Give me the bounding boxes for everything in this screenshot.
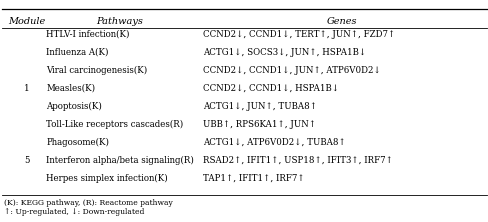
Text: ACTG1↓, JUN↑, TUBA8↑: ACTG1↓, JUN↑, TUBA8↑: [203, 102, 316, 111]
Text: Phagosome(K): Phagosome(K): [46, 138, 109, 147]
Text: ACTG1↓, ATP6V0D2↓, TUBA8↑: ACTG1↓, ATP6V0D2↓, TUBA8↑: [203, 138, 345, 147]
Text: 1: 1: [24, 84, 30, 93]
Text: CCND2↓, CCND1↓, JUN↑, ATP6V0D2↓: CCND2↓, CCND1↓, JUN↑, ATP6V0D2↓: [203, 66, 380, 75]
Text: Pathways: Pathways: [96, 17, 143, 26]
Text: Module: Module: [8, 17, 45, 26]
Text: UBB↑, RPS6KA1↑, JUN↑: UBB↑, RPS6KA1↑, JUN↑: [203, 120, 315, 129]
Text: ACTG1↓, SOCS3↓, JUN↑, HSPA1B↓: ACTG1↓, SOCS3↓, JUN↑, HSPA1B↓: [203, 48, 366, 57]
Text: Influenza A(K): Influenza A(K): [46, 48, 109, 57]
Text: CCND2↓, CCND1↓, TERT↑, JUN↑, FZD7↑: CCND2↓, CCND1↓, TERT↑, JUN↑, FZD7↑: [203, 30, 394, 39]
Text: Measles(K): Measles(K): [46, 84, 95, 93]
Text: TAP1↑, IFIT1↑, IRF7↑: TAP1↑, IFIT1↑, IRF7↑: [203, 174, 304, 183]
Text: Herpes simplex infection(K): Herpes simplex infection(K): [46, 174, 168, 183]
Text: (K): KEGG pathway, (R): Reactome pathway: (K): KEGG pathway, (R): Reactome pathway: [4, 199, 172, 207]
Text: Interferon alpha/beta signaling(R): Interferon alpha/beta signaling(R): [46, 156, 194, 165]
Text: RSAD2↑, IFIT1↑, USP18↑, IFIT3↑, IRF7↑: RSAD2↑, IFIT1↑, USP18↑, IFIT3↑, IRF7↑: [203, 156, 392, 165]
Text: CCND2↓, CCND1↓, HSPA1B↓: CCND2↓, CCND1↓, HSPA1B↓: [203, 84, 338, 93]
Text: Genes: Genes: [326, 17, 357, 26]
Text: HTLV-I infection(K): HTLV-I infection(K): [46, 30, 130, 39]
Text: Apoptosis(K): Apoptosis(K): [46, 102, 102, 111]
Text: 5: 5: [24, 156, 30, 165]
Text: Toll-Like receptors cascades(R): Toll-Like receptors cascades(R): [46, 120, 183, 129]
Text: ↑: Up-regulated, ↓: Down-regulated: ↑: Up-regulated, ↓: Down-regulated: [4, 208, 144, 216]
Text: Viral carcinogenesis(K): Viral carcinogenesis(K): [46, 66, 147, 75]
